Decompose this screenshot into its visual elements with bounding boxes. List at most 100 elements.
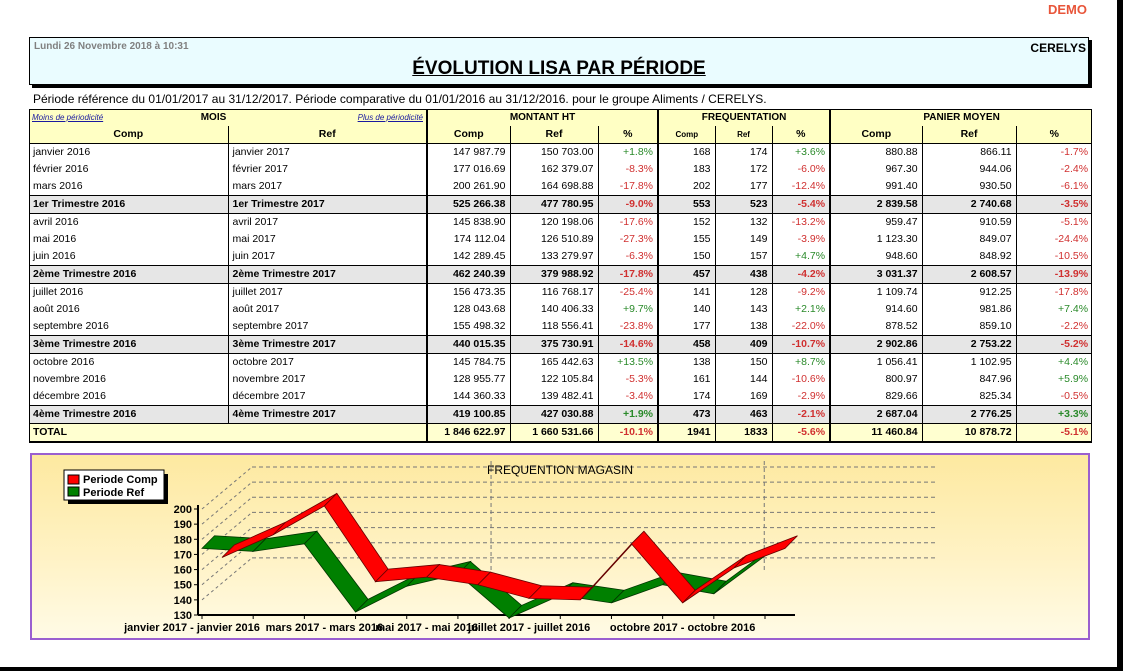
report-header: Lundi 26 Novembre 2018 à 10:31 CERELYS É…	[29, 37, 1089, 85]
montant-group-header: MONTANT HT	[425, 109, 659, 126]
cell-mois-comp: 1er Trimestre 2016	[29, 195, 228, 214]
cell-montant-comp: 128 955.77	[426, 371, 510, 388]
col-mois-ref: Ref	[227, 126, 427, 144]
quarter-row: 1er Trimestre 2016 1er Trimestre 2017 525 …	[29, 195, 1093, 214]
cell-montant-comp: 174 112.04	[426, 231, 510, 248]
cell-mois-ref: février 2017	[227, 161, 427, 178]
cell-montant-ref: 427 030.88	[509, 405, 598, 424]
cell-panier-comp: 991.40	[829, 178, 923, 196]
cell-panier-pct: +4.4%	[1015, 353, 1093, 371]
col-panier-ref: Ref	[921, 126, 1017, 144]
cell-montant-pct: -5.3%	[597, 371, 659, 388]
cell-panier-comp: 967.30	[829, 161, 923, 178]
cell-mois-ref: juin 2017	[227, 248, 427, 266]
cell-montant-comp: 145 784.75	[426, 353, 510, 371]
cell-panier-ref: 912.25	[921, 283, 1017, 301]
cell-mois-ref: avril 2017	[227, 213, 427, 231]
month-row: avril 2016 avril 2017 145 838.90 120 198.06…	[29, 213, 1093, 231]
col-montant-ref: Ref	[509, 126, 598, 144]
y-tick-label: 200	[174, 504, 192, 516]
cell-freq-pct: -2.9%	[771, 388, 831, 406]
cell-freq-comp: 553	[657, 195, 716, 214]
cell-mois-ref: décembre 2017	[227, 388, 427, 406]
cell-freq-pct: -22.0%	[771, 318, 831, 336]
cell-freq-ref: 144	[714, 371, 773, 388]
cell-mois-comp: décembre 2016	[29, 388, 228, 406]
grid-diagonal	[201, 496, 253, 540]
cell-montant-pct: -6.3%	[597, 248, 659, 266]
cell-panier-comp: 11 460.84	[829, 423, 923, 442]
cell-mois-comp: avril 2016	[29, 213, 228, 231]
cell-freq-comp: 473	[657, 405, 716, 424]
quarter-row: 4ème Trimestre 2016 4ème Trimestre 2017 41…	[29, 405, 1093, 424]
cell-freq-ref: 132	[714, 213, 773, 231]
cell-freq-ref: 149	[714, 231, 773, 248]
less-periodicity-link[interactable]: Moins de périodicité	[32, 113, 104, 122]
cell-montant-ref: 1 660 531.66	[509, 423, 598, 442]
cell-montant-pct: -3.4%	[597, 388, 659, 406]
cell-freq-comp: 202	[657, 178, 716, 196]
cell-panier-pct: -6.1%	[1015, 178, 1093, 196]
cell-panier-ref: 849.07	[921, 231, 1017, 248]
cell-mois-ref: juillet 2017	[227, 283, 427, 301]
cell-mois-ref: 2ème Trimestre 2017	[227, 265, 427, 284]
cell-mois-comp: septembre 2016	[29, 318, 228, 336]
cell-panier-pct: -13.9%	[1015, 265, 1093, 284]
cell-panier-ref: 981.86	[921, 301, 1017, 318]
cell-panier-ref: 910.59	[921, 213, 1017, 231]
cell-panier-comp: 1 056.41	[829, 353, 923, 371]
grid-diagonal	[201, 557, 253, 601]
cell-montant-comp: 200 261.90	[426, 178, 510, 196]
cell-montant-ref: 477 780.95	[509, 195, 598, 214]
cell-montant-ref: 139 482.41	[509, 388, 598, 406]
month-row: mars 2016 mars 2017 200 261.90 164 698.88 -1…	[29, 178, 1093, 196]
cell-freq-ref: 169	[714, 388, 773, 406]
month-row: octobre 2016 octobre 2017 145 784.75 165 44…	[29, 353, 1093, 371]
month-row: juin 2016 juin 2017 142 289.45 133 279.97 -6…	[29, 248, 1093, 266]
freq-group-header: FREQUENTATION	[657, 109, 831, 126]
total-row: TOTAL 1 846 622.97 1 660 531.66 -10.1% 1941 1…	[29, 423, 1093, 442]
cell-freq-pct: +8.7%	[771, 353, 831, 371]
cell-freq-ref: 523	[714, 195, 773, 214]
cell-freq-comp: 183	[657, 161, 716, 178]
cell-montant-pct: -23.8%	[597, 318, 659, 336]
cell-freq-comp: 177	[657, 318, 716, 336]
month-row: janvier 2016 janvier 2017 147 987.79 150 70…	[29, 143, 1093, 161]
cell-panier-pct: -2.4%	[1015, 161, 1093, 178]
x-tick-label: janvier 2017 - janvier 2016	[123, 622, 260, 634]
cell-mois-comp: mai 2016	[29, 231, 228, 248]
comp-series-segment	[272, 493, 338, 536]
col-mois-comp: Comp	[29, 126, 228, 144]
evolution-table: Moins de périodicité MOIS Plus de périod…	[29, 109, 1093, 442]
demo-watermark: DEMO	[1048, 2, 1087, 17]
x-tick-label: juillet 2017 - juillet 2016	[467, 622, 590, 634]
cell-freq-comp: 161	[657, 371, 716, 388]
cell-panier-pct: -2.2%	[1015, 318, 1093, 336]
legend-ref-label: Periode Ref	[83, 487, 144, 499]
cell-panier-pct: -5.1%	[1015, 213, 1093, 231]
comp-series-segment	[733, 535, 798, 569]
y-tick-label: 190	[174, 519, 192, 531]
cell-montant-pct: +1.9%	[597, 405, 659, 424]
grid-diagonal	[201, 481, 253, 525]
legend-comp-label: Periode Comp	[83, 474, 158, 486]
cell-mois-ref: novembre 2017	[227, 371, 427, 388]
x-tick-label: mars 2017 - mars 2016	[266, 622, 383, 634]
cell-freq-pct: -4.2%	[771, 265, 831, 284]
cell-mois-comp: mars 2016	[29, 178, 228, 196]
cell-montant-ref: 140 406.33	[509, 301, 598, 318]
col-freq-ref: Ref	[714, 126, 773, 144]
chart-canvas: 130 140 150 160 170 180 190 200 janvier 2017 - j…	[63, 461, 935, 634]
cell-montant-comp: 128 043.68	[426, 301, 510, 318]
cell-freq-comp: 168	[657, 143, 716, 161]
month-row: décembre 2016 décembre 2017 144 360.33 139 …	[29, 388, 1093, 406]
cell-freq-ref: 138	[714, 318, 773, 336]
cell-panier-pct: -10.5%	[1015, 248, 1093, 266]
cell-panier-comp: 800.97	[829, 371, 923, 388]
cell-montant-ref: 375 730.91	[509, 335, 598, 354]
cell-freq-ref: 1833	[714, 423, 773, 442]
more-periodicity-link[interactable]: Plus de périodicité	[357, 113, 423, 122]
cell-freq-comp: 138	[657, 353, 716, 371]
y-tick-label: 170	[174, 549, 192, 561]
cell-panier-ref: 10 878.72	[921, 423, 1017, 442]
